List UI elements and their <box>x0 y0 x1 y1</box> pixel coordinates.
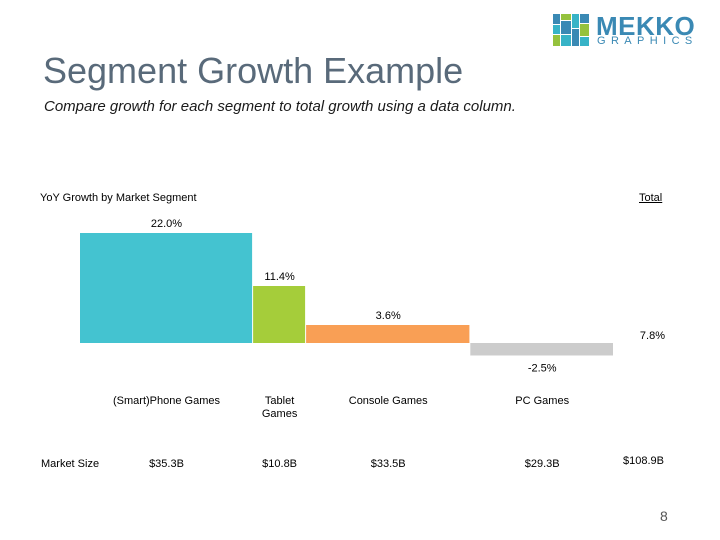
bar-1 <box>253 286 306 343</box>
page-number: 8 <box>660 508 668 524</box>
bar-value-label-1: 11.4% <box>264 271 295 283</box>
page-title: Segment Growth Example <box>43 50 464 91</box>
category-label-0: (Smart)Phone Games <box>113 395 220 407</box>
total-value-label: 7.8% <box>640 330 665 342</box>
bar-value-label-3: -2.5% <box>528 363 557 375</box>
market-size-value-1: $10.8B <box>262 458 298 470</box>
market-size-value-0: $35.3B <box>149 458 184 470</box>
total-column-header: Total <box>639 192 663 204</box>
chart-title: YoY Growth by Market Segment <box>40 192 197 204</box>
market-size-total: $108.9B <box>623 455 664 467</box>
logo-subtext: GRAPHICS <box>597 35 698 47</box>
market-size-value-3: $29.3B <box>524 458 560 470</box>
bar-value-label-2: 3.6% <box>376 310 401 322</box>
page-subtitle: Compare growth for each segment to total… <box>44 98 516 115</box>
bar-2 <box>306 325 470 343</box>
market-size-label: Market Size <box>41 458 100 470</box>
bar-value-label-0: 22.0% <box>151 218 182 230</box>
logo-wordmark: MEKKO <box>596 11 696 41</box>
bar-0 <box>80 233 253 343</box>
mekko-graphics-logo: MEKKO GRAPHICS <box>553 11 703 47</box>
bar-3 <box>470 343 613 356</box>
category-label-3: PC Games <box>515 395 570 407</box>
category-label-2: Console Games <box>348 395 428 407</box>
mekko-logo-icon <box>553 14 589 46</box>
category-label-1: Tablet Games <box>261 395 298 420</box>
market-size-value-2: $33.5B <box>370 458 406 470</box>
